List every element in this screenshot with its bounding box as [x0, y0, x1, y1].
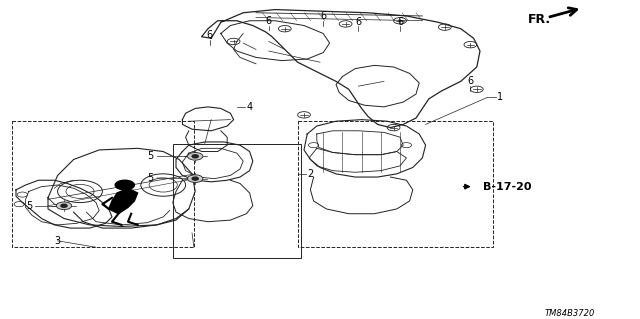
Text: B-17-20: B-17-20: [483, 182, 532, 192]
Text: 5: 5: [26, 201, 32, 211]
Circle shape: [192, 155, 198, 158]
Text: 6: 6: [467, 76, 474, 86]
Bar: [173, 144, 301, 258]
Bar: [12, 121, 194, 247]
Circle shape: [56, 202, 72, 210]
Bar: [298, 121, 493, 247]
Text: 6: 6: [397, 17, 403, 27]
Text: 5: 5: [147, 151, 154, 161]
Text: FR.: FR.: [528, 13, 551, 26]
Circle shape: [188, 152, 203, 160]
Text: 2: 2: [307, 169, 314, 179]
Circle shape: [188, 175, 203, 182]
Text: 1: 1: [497, 92, 504, 102]
Text: 6: 6: [207, 30, 213, 40]
Circle shape: [192, 177, 198, 180]
Text: 6: 6: [266, 16, 272, 26]
Circle shape: [61, 204, 67, 207]
Text: 6: 6: [320, 11, 326, 21]
Text: TM84B3720: TM84B3720: [545, 309, 595, 318]
Polygon shape: [109, 190, 138, 214]
Text: 4: 4: [246, 102, 253, 112]
Text: 3: 3: [54, 236, 61, 246]
Text: 6: 6: [355, 17, 362, 27]
Circle shape: [115, 180, 134, 190]
Text: 5: 5: [147, 173, 154, 183]
